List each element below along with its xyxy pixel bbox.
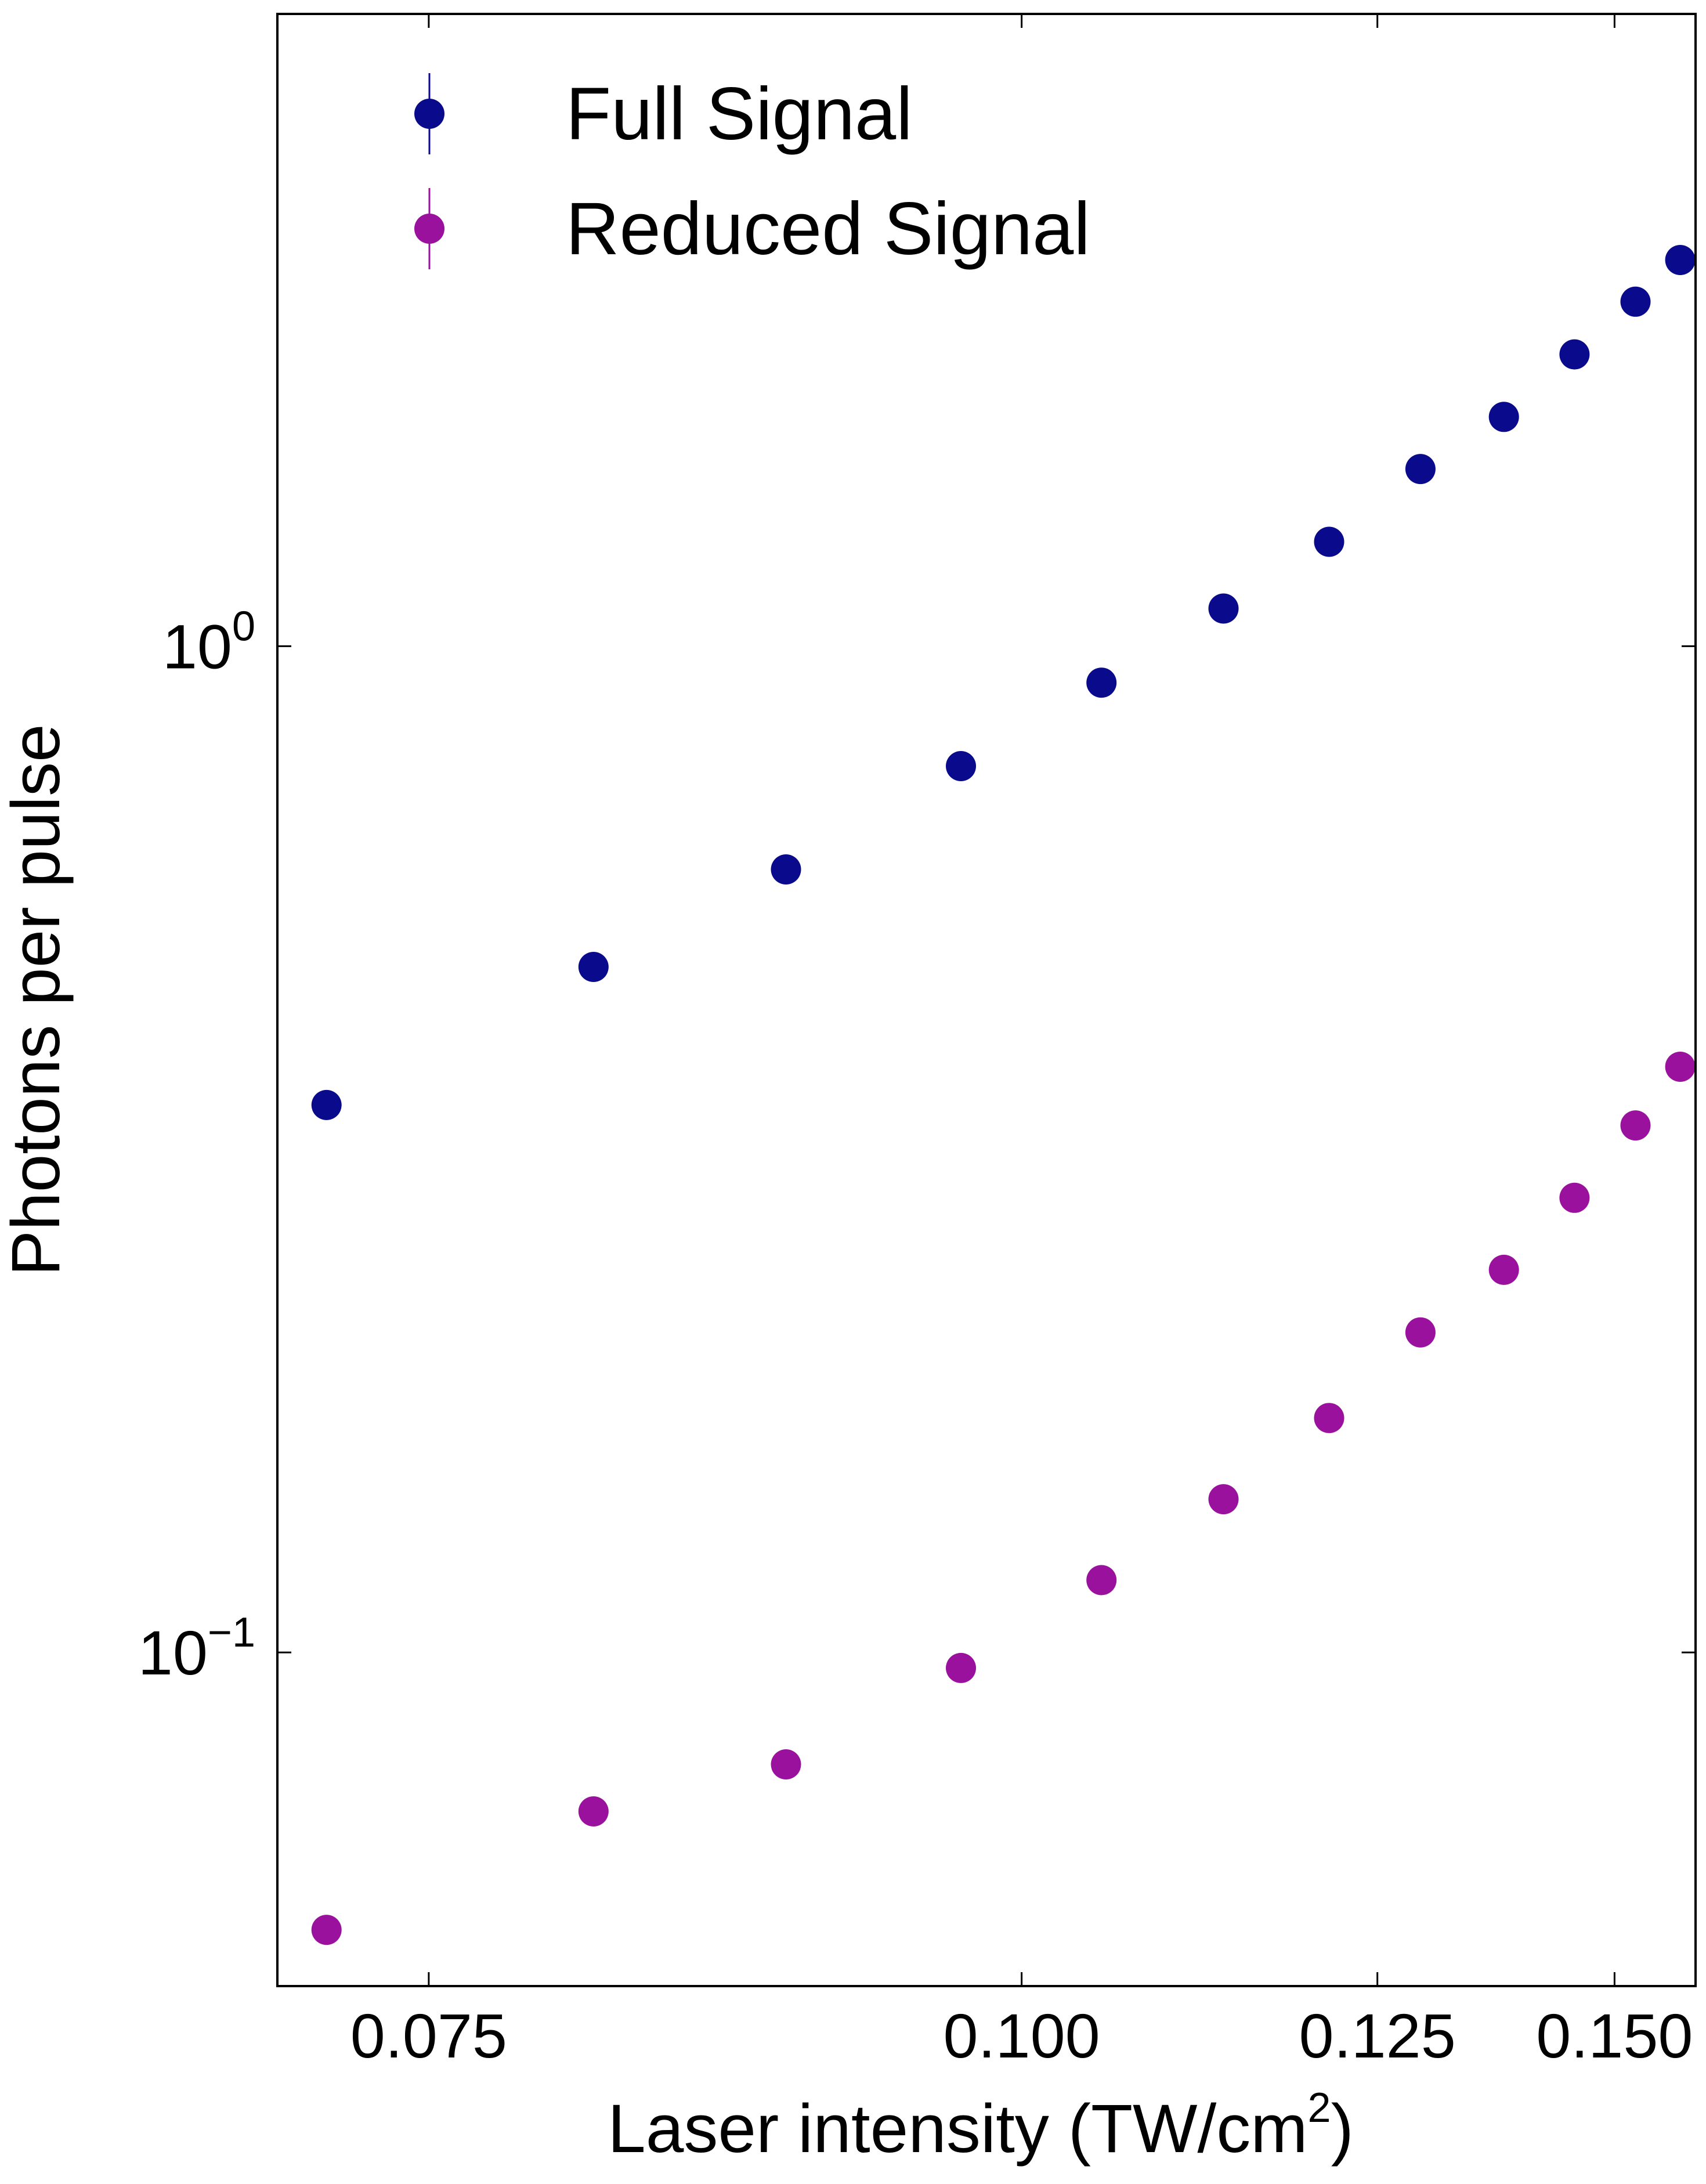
data-point <box>311 1915 342 1945</box>
data-point <box>1208 593 1239 624</box>
x-axis-label-superscript: 2 <box>1308 2085 1331 2131</box>
legend-marker <box>414 99 444 129</box>
data-points <box>311 245 1696 1945</box>
data-point <box>578 1796 609 1826</box>
x-axis-label-text: Laser intensity (TW/cm <box>608 2091 1307 2167</box>
data-point <box>1488 402 1519 432</box>
legend-label: Full Signal <box>566 73 913 156</box>
x-tick-label: 0.125 <box>1299 2001 1456 2071</box>
data-point <box>1665 1052 1696 1082</box>
data-point <box>1559 339 1590 370</box>
data-point <box>1208 1484 1239 1515</box>
legend: Full Signal Reduced Signal <box>414 73 1090 270</box>
data-point <box>771 854 801 885</box>
data-point <box>1086 667 1117 698</box>
data-point <box>1665 245 1696 275</box>
y-axis-label: Photons per pulse <box>0 724 74 1276</box>
series-reduced-signal <box>311 1052 1696 1945</box>
x-axis-label-suffix: ) <box>1331 2091 1354 2167</box>
data-point <box>946 751 976 781</box>
x-axis-label: Laser intensity (TW/cm2) <box>608 2085 1354 2167</box>
data-point <box>1559 1182 1590 1213</box>
x-tick-label: 0.075 <box>350 2001 507 2071</box>
data-point <box>1314 1403 1344 1434</box>
axis-ticks: 0.075 0.100 0.125 0.150 100 10−1 <box>138 14 1696 2071</box>
data-point <box>1620 286 1651 317</box>
legend-label: Reduced Signal <box>566 187 1090 270</box>
data-point <box>578 952 609 982</box>
data-point <box>1620 1110 1651 1141</box>
data-point <box>771 1749 801 1779</box>
data-point <box>1314 526 1344 557</box>
data-point <box>946 1652 976 1683</box>
data-point <box>1086 1565 1117 1595</box>
legend-entry: Full Signal <box>414 73 913 156</box>
data-point <box>1488 1254 1519 1285</box>
data-point <box>1405 454 1436 485</box>
plot-frame <box>276 13 1697 1987</box>
data-point <box>1405 1317 1436 1348</box>
y-tick-label: 100 <box>162 603 255 681</box>
legend-marker <box>414 214 444 244</box>
legend-entry: Reduced Signal <box>414 187 1090 270</box>
y-tick-label: 10−1 <box>138 1609 255 1688</box>
data-point <box>311 1089 342 1120</box>
series-full-signal <box>311 245 1696 1120</box>
x-tick-label: 0.150 <box>1536 2001 1693 2071</box>
x-tick-label: 0.100 <box>943 2001 1100 2071</box>
